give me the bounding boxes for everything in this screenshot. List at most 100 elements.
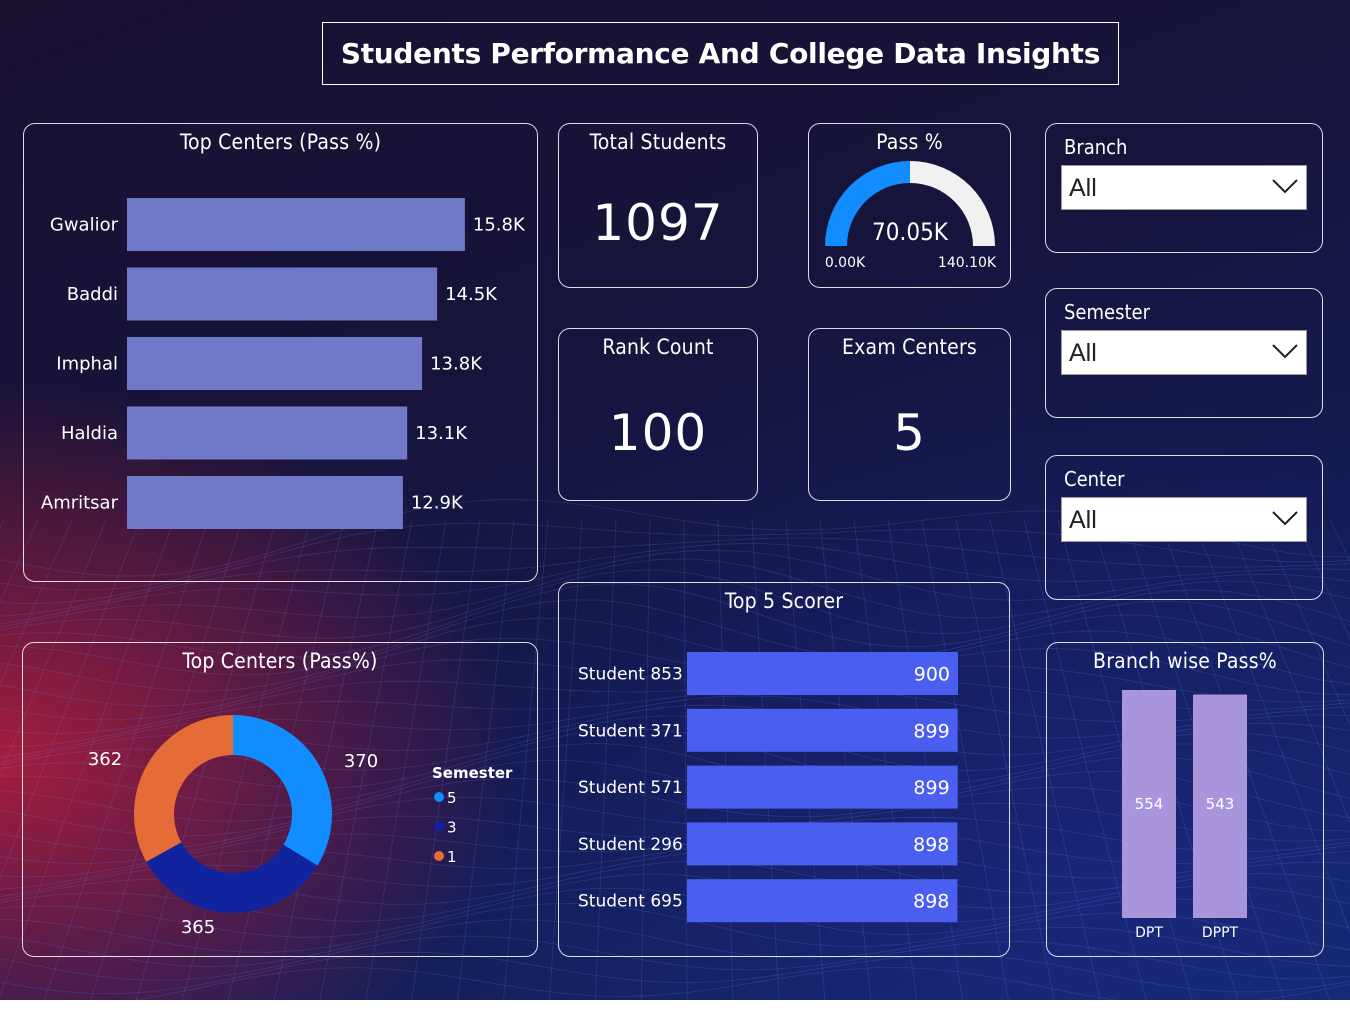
top5-scorer-panel[interactable]: Top 5 Scorer Student 853 900 Student 371 89… [558, 582, 1010, 957]
center-value-label: 15.8K [473, 215, 526, 236]
scorer-value-label: 898 [913, 834, 949, 856]
scorer-bar[interactable] [687, 822, 958, 866]
wave-line [44, 519, 209, 1000]
wave-line [132, 967, 1350, 1000]
chevron-down-icon [1272, 344, 1298, 359]
branch-bar[interactable] [1122, 690, 1176, 918]
center-bar[interactable] [127, 198, 465, 251]
scorer-bar[interactable] [687, 708, 958, 752]
pass-percent-gauge: 70.05K 0.00K 140.10K [825, 161, 997, 271]
wave-line [921, 519, 1009, 1000]
donut-value-label: 362 [88, 749, 122, 770]
semester-dropdown[interactable]: All [1061, 330, 1307, 375]
pass-percent-card: Pass % 70.05K 0.00K 140.10K [808, 123, 1011, 288]
donut-slice[interactable] [146, 842, 318, 913]
branch-dropdown[interactable]: All [1061, 165, 1307, 210]
branch-slicer[interactable]: Branch All [1045, 123, 1323, 253]
donut-value-label: 365 [181, 917, 215, 938]
center-bar[interactable] [127, 406, 408, 460]
donut-slice[interactable] [134, 715, 233, 862]
center-category-label: Baddi [67, 284, 118, 305]
center-bar[interactable] [127, 476, 403, 529]
semester-donut-title: Top Centers (Pass%) [182, 649, 378, 673]
legend-label[interactable]: 5 [447, 789, 457, 807]
chevron-down-icon [1272, 511, 1298, 526]
exam-centers-value: 5 [893, 404, 926, 462]
legend-swatch [434, 792, 444, 802]
top5-scorer-chart: Student 853 900 Student 371 899 Student 571 8… [578, 652, 958, 923]
wave-line [0, 542, 1350, 617]
wave-line [273, 519, 379, 1000]
center-value-label: 12.9K [411, 493, 464, 514]
branch-bar[interactable] [1193, 694, 1247, 918]
wave-line [0, 519, 5, 530]
semester-donut-panel[interactable]: Top Centers (Pass%) 370 365 362 Semester 5 3 1 [22, 642, 538, 957]
branch-category-label: DPPT [1202, 925, 1239, 941]
wave-line [0, 519, 107, 777]
scorer-value-label: 899 [913, 720, 949, 742]
wave-line [0, 637, 1350, 707]
scorer-bar[interactable] [687, 765, 958, 809]
wave-line [0, 558, 1350, 628]
branch-pass-chart: 554 DPT 543 DPPT [1122, 690, 1247, 941]
wave-line [1227, 519, 1350, 824]
wave-line [0, 583, 1350, 658]
center-dropdown-value: All [1069, 506, 1097, 534]
wave-line [411, 519, 481, 1000]
center-bar[interactable] [127, 267, 438, 321]
pass-percent-label: Pass % [876, 130, 943, 154]
donut-value-label: 370 [344, 751, 378, 772]
wave-line [549, 519, 583, 1000]
branch-pass-title: Branch wise Pass% [1093, 649, 1277, 673]
branch-dropdown-value: All [1069, 174, 1097, 202]
scorer-name-label: Student 571 [578, 778, 683, 798]
center-value-label: 13.8K [430, 354, 483, 375]
wave-line [319, 519, 413, 1000]
wave-line [1193, 519, 1350, 934]
semester-slicer[interactable]: Semester All [1045, 288, 1323, 418]
rank-count-label: Rank Count [602, 335, 714, 359]
donut-slice[interactable] [233, 715, 332, 866]
center-value-label: 13.1K [415, 423, 468, 444]
branch-pass-panel[interactable]: Branch wise Pass% 554 DPT 543 DPPT [1046, 642, 1324, 957]
legend-label[interactable]: 1 [447, 848, 457, 866]
center-dropdown[interactable]: All [1061, 497, 1307, 542]
top5-scorer-title: Top 5 Scorer [724, 589, 844, 613]
gauge-min-label: 0.00K [825, 255, 866, 271]
wave-line [989, 519, 1101, 1000]
gauge-value: 70.05K [872, 218, 949, 246]
rank-count-card: Rank Count 100 [558, 328, 758, 501]
branch-value-label: 543 [1206, 795, 1235, 813]
total-students-card: Total Students 1097 [558, 123, 758, 288]
center-bar[interactable] [127, 337, 423, 390]
rank-count-value: 100 [608, 404, 708, 462]
scorer-value-label: 899 [913, 777, 949, 799]
wave-line [0, 519, 39, 603]
scorer-name-label: Student 296 [578, 835, 683, 855]
wave-line [1329, 519, 1350, 563]
wave-line [457, 519, 515, 1000]
wave-line [683, 519, 688, 1000]
wave-line [640, 519, 651, 1000]
legend-label[interactable]: 3 [447, 819, 457, 837]
semester-dropdown-value: All [1069, 339, 1097, 367]
scorer-bar[interactable] [687, 652, 958, 695]
center-value-label: 14.5K [445, 284, 498, 305]
wave-line [0, 919, 1350, 968]
center-category-label: Imphal [56, 354, 118, 375]
legend-swatch [434, 851, 444, 861]
branch-category-label: DPT [1135, 925, 1163, 941]
wave-line [594, 519, 617, 1000]
wave-line [0, 951, 1350, 995]
center-slicer-label: Center [1064, 467, 1125, 491]
center-slicer[interactable]: Center All [1045, 455, 1323, 600]
scorer-value-label: 898 [913, 891, 949, 913]
exam-centers-card: Exam Centers 5 [808, 328, 1011, 501]
scorer-name-label: Student 371 [578, 721, 683, 741]
top-centers-bar-chart: Gwalior 15.8K Baddi 14.5K Imphal 13.8K Haldia 1… [41, 198, 526, 529]
wave-line [503, 519, 549, 1000]
scorer-value-label: 900 [914, 664, 950, 686]
scorer-bar[interactable] [687, 879, 958, 923]
top-centers-bar-panel[interactable]: Top Centers (Pass %) Gwalior 15.8K Baddi 14… [23, 123, 538, 582]
